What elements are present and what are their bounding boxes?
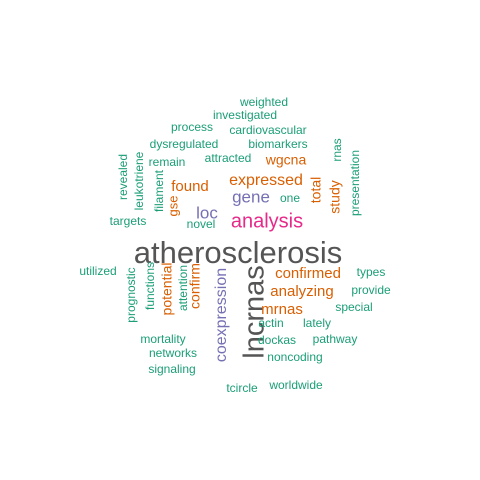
word-special: special	[335, 300, 372, 314]
word-biomarkers: biomarkers	[248, 137, 307, 151]
word-cardiovascular: cardiovascular	[229, 123, 306, 137]
word-signaling: signaling	[148, 362, 195, 376]
word-mortality: mortality	[140, 332, 185, 346]
word-pathway: pathway	[313, 332, 358, 346]
word-study: study	[327, 180, 343, 213]
word-found: found	[171, 178, 209, 195]
word-analysis: analysis	[231, 210, 303, 232]
word-revealed: revealed	[116, 154, 130, 200]
word-provide: provide	[351, 283, 391, 297]
word-prognostic: prognostic	[124, 267, 138, 322]
word-leukotriene: leukotriene	[132, 151, 146, 210]
word-gse: gse	[165, 196, 180, 217]
word-targets: targets	[110, 214, 147, 228]
word-wgcna: wgcna	[265, 152, 307, 168]
word-one: one	[280, 191, 300, 205]
word-rnas: rnas	[330, 138, 344, 161]
word-process: process	[171, 120, 213, 134]
word-mrnas: mrnas	[261, 301, 303, 318]
word-novel: novel	[187, 217, 216, 231]
word-noncoding: noncoding	[267, 350, 322, 364]
word-actin: actin	[258, 316, 283, 330]
word-remain: remain	[149, 155, 186, 169]
word-functions: functions	[143, 262, 157, 310]
word-networks: networks	[149, 346, 197, 360]
word-total: total	[308, 177, 324, 203]
word-attention: attention	[176, 265, 190, 311]
word-lncrnas: lncrnas	[239, 265, 271, 359]
word-potential: potential	[159, 263, 175, 316]
word-expressed: expressed	[229, 172, 303, 189]
word-worldwide: worldwide	[268, 378, 323, 392]
word-confirm: confirm	[187, 263, 203, 309]
word-coexpression: coexpression	[213, 268, 230, 362]
word-lately: lately	[303, 316, 331, 330]
word-types: types	[357, 265, 386, 279]
word-loc: loc	[196, 203, 218, 222]
word-dysregulated: dysregulated	[150, 137, 219, 151]
word-utilized: utilized	[79, 264, 116, 278]
word-tcircle: tcircle	[226, 381, 258, 395]
word-analyzing: analyzing	[270, 283, 333, 300]
word-dockas: dockas	[258, 333, 296, 347]
word-attracted: attracted	[205, 151, 252, 165]
word-presentation: presentation	[348, 150, 362, 216]
word-gene: gene	[232, 187, 270, 206]
word-weighted: weighted	[239, 95, 288, 109]
word-filament: filament	[152, 169, 166, 212]
word-atherosclerosis: atherosclerosis	[134, 235, 342, 270]
word-confirmed: confirmed	[275, 265, 341, 282]
word-investigated: investigated	[213, 108, 277, 122]
